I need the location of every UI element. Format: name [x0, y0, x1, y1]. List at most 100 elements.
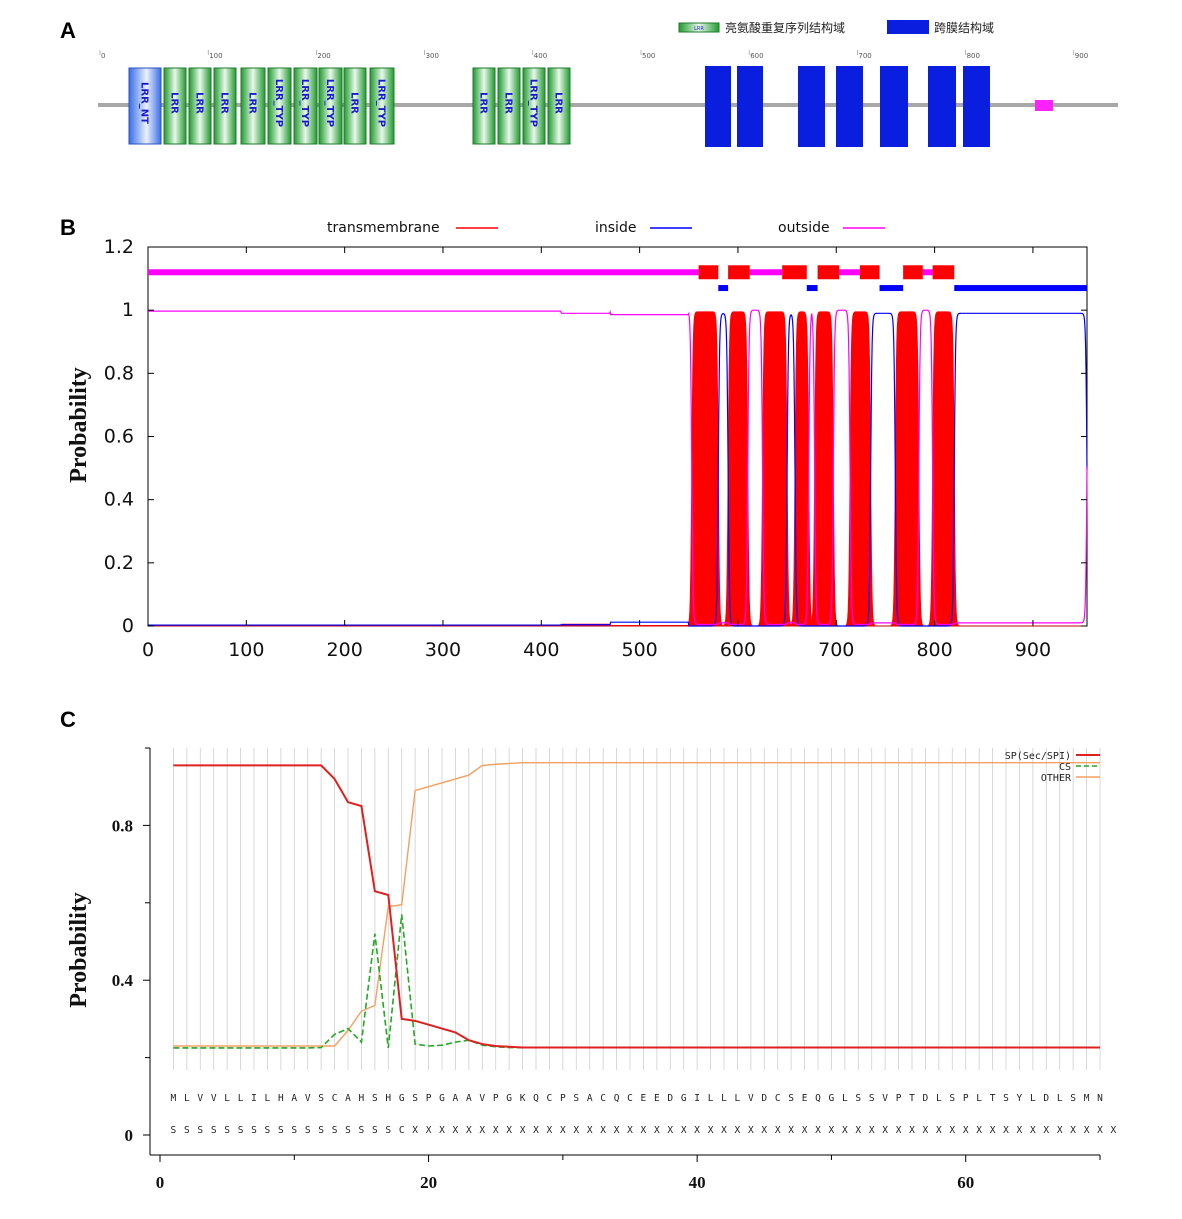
panel-b: B transmembrane inside outside 0 100 200 30…: [60, 215, 1088, 661]
panel-c-x-tick-label: 60: [957, 1173, 974, 1192]
annotation-letter: X: [520, 1125, 526, 1136]
top-track-transmembrane: [859, 265, 880, 280]
tm-domain: [963, 66, 990, 147]
lrr-domain-label: LRR: [194, 92, 205, 114]
panel-c-y-tick-label: 0.4: [112, 971, 134, 990]
top-track-transmembrane: [932, 265, 955, 280]
lrr-domain-box: [369, 67, 395, 145]
annotation-letter: X: [533, 1125, 539, 1136]
lrr-domain: LRR: [547, 67, 571, 145]
panel-a-tick-label: 0: [101, 52, 105, 60]
sequence-residue: E: [654, 1093, 660, 1104]
panel-a-tick-label: 600: [750, 52, 763, 60]
tm-domain: [798, 66, 825, 147]
annotation-letter: X: [829, 1125, 835, 1136]
annotation-letter: X: [681, 1125, 687, 1136]
lrr-domain-label: LRR_TYP: [528, 79, 539, 127]
annotation-letter: X: [573, 1125, 579, 1136]
sequence-residue: P: [896, 1093, 902, 1104]
top-track-outside: [839, 269, 860, 276]
series-line-sp-sec-spi: [173, 764, 1100, 1049]
top-track-inside: [718, 285, 729, 292]
sequence-residue: E: [802, 1093, 808, 1104]
annotation-letter: X: [748, 1125, 754, 1136]
annotation-letter: X: [949, 1125, 955, 1136]
annotation-letter: C: [399, 1125, 405, 1136]
legend-other-label: OTHER: [1041, 773, 1072, 784]
lrr-domain-box: [128, 67, 162, 145]
annotation-letter: S: [211, 1125, 217, 1136]
sequence-residue: V: [882, 1093, 888, 1104]
panel-a-legend: LRR 亮氨酸重复序列结构域 跨膜结构域: [678, 20, 994, 35]
lrr-domain-box: [497, 67, 521, 145]
panel-a-tick-label: 500: [642, 52, 655, 60]
sequence-residue: H: [385, 1093, 391, 1104]
lrr-domain: LRR: [163, 67, 187, 145]
panel-b-legend: transmembrane inside outside: [327, 220, 885, 236]
sequence-residue: C: [547, 1093, 553, 1104]
annotation-letter: X: [1111, 1125, 1117, 1136]
annotation-letter: X: [869, 1125, 875, 1136]
sequence-residue: M: [1084, 1093, 1090, 1104]
panel-b-x-tick-label: 100: [228, 639, 264, 661]
annotation-letter: X: [909, 1125, 915, 1136]
annotation-letter: X: [855, 1125, 861, 1136]
panel-a-tick-label: 400: [534, 52, 547, 60]
sequence-residue: M: [171, 1093, 177, 1104]
sequence-residue: L: [1057, 1093, 1063, 1104]
panel-a-axis-ticks: 0 100 200 300 400 500 600 700 800 900: [99, 50, 1088, 60]
annotation-letter: S: [171, 1125, 177, 1136]
top-track-transmembrane: [817, 265, 840, 280]
sequence-residue: A: [466, 1093, 472, 1104]
legend-inside-label: inside: [595, 220, 636, 236]
transmembrane-area: [148, 311, 1087, 627]
annotation-letter: S: [332, 1125, 338, 1136]
sequence-residue: P: [963, 1093, 969, 1104]
sequence-residue: V: [211, 1093, 217, 1104]
annotation-letter: X: [1030, 1125, 1036, 1136]
lrr-domain-box: [318, 67, 343, 145]
lrr-domain-box: [522, 67, 546, 145]
annotation-letter: X: [453, 1125, 459, 1136]
annotation-letter: S: [305, 1125, 311, 1136]
tm-domain: [737, 66, 763, 147]
annotation-letter: X: [667, 1125, 673, 1136]
panel-c-lines: [173, 762, 1100, 1049]
tm-legend-label: 跨膜结构域: [934, 20, 994, 35]
lrr-domain: LRR: [188, 67, 212, 145]
sequence-residue: S: [949, 1093, 955, 1104]
sequence-residue: S: [318, 1093, 324, 1104]
panel-b-y-tick-label: 0.2: [104, 552, 134, 574]
sequence-residue: S: [869, 1093, 875, 1104]
sequence-residue: V: [479, 1093, 485, 1104]
annotation-letter: X: [1097, 1125, 1103, 1136]
sequence-residue: L: [708, 1093, 714, 1104]
annotation-letter: X: [600, 1125, 606, 1136]
panel-b-y-axis-label: Probability: [66, 367, 92, 483]
sequence-residue: S: [855, 1093, 861, 1104]
lrr-domain: LRR: [472, 67, 496, 145]
panel-c-label: C: [60, 707, 76, 732]
annotation-letter: X: [721, 1125, 727, 1136]
sequence-residue: D: [761, 1093, 767, 1104]
top-track-transmembrane: [728, 265, 750, 280]
legend-transmembrane-label: transmembrane: [327, 220, 440, 236]
panel-b-y-tick-label: 1: [122, 299, 134, 321]
panel-a-tick-label: 900: [1075, 52, 1088, 60]
lrr-domain-label: LRR: [503, 92, 514, 114]
sequence-residue: S: [573, 1093, 579, 1104]
sequence-residue: S: [412, 1093, 418, 1104]
sequence-residue: L: [976, 1093, 982, 1104]
sequence-residue: Q: [815, 1093, 821, 1104]
panel-b-y-tick-label: 0.8: [104, 362, 134, 384]
sequence-residue: D: [667, 1093, 673, 1104]
sequence-residue: D: [1043, 1093, 1049, 1104]
panel-a: A LRR 亮氨酸重复序列结构域 跨膜结构域 0 100 200 300 400 500 6…: [60, 18, 1118, 147]
annotation-letter: S: [385, 1125, 391, 1136]
panel-c-y-tick-label: 0: [125, 1126, 134, 1145]
lrr-domain-label: LRR_TYP: [376, 79, 387, 127]
annotation-letter: S: [265, 1125, 271, 1136]
panel-a-label: A: [60, 18, 76, 43]
tm-domain: [928, 66, 956, 147]
annotation-letter: X: [708, 1125, 714, 1136]
